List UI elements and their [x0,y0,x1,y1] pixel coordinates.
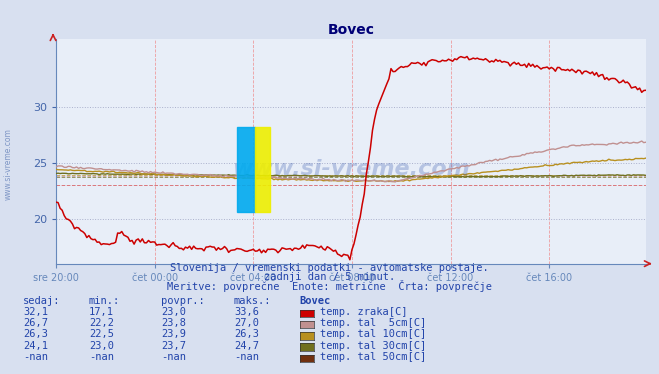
Text: 23,8: 23,8 [161,318,186,328]
Text: -nan: -nan [161,352,186,362]
Text: 24,7: 24,7 [234,341,259,350]
Text: 24,1: 24,1 [23,341,48,350]
Text: temp. tal  5cm[C]: temp. tal 5cm[C] [320,318,426,328]
Text: 23,9: 23,9 [161,329,186,339]
Text: -nan: -nan [89,352,114,362]
Text: 23,0: 23,0 [161,307,186,317]
Text: 26,7: 26,7 [23,318,48,328]
Text: zadnji dan / 5 minut.: zadnji dan / 5 minut. [264,273,395,282]
Text: 23,0: 23,0 [89,341,114,350]
Text: min.:: min.: [89,296,120,306]
Text: 22,5: 22,5 [89,329,114,339]
Text: povpr.:: povpr.: [161,296,205,306]
Text: temp. zraka[C]: temp. zraka[C] [320,307,407,317]
Text: sedaj:: sedaj: [23,296,61,306]
Text: www.si-vreme.com: www.si-vreme.com [3,129,13,200]
Text: 33,6: 33,6 [234,307,259,317]
Text: maks.:: maks.: [234,296,272,306]
Text: temp. tal 10cm[C]: temp. tal 10cm[C] [320,329,426,339]
Text: 32,1: 32,1 [23,307,48,317]
Text: Bovec: Bovec [300,296,331,306]
Text: 26,3: 26,3 [234,329,259,339]
Title: Bovec: Bovec [328,23,374,37]
Text: -nan: -nan [23,352,48,362]
Text: 23,7: 23,7 [161,341,186,350]
Text: -nan: -nan [234,352,259,362]
Text: 26,3: 26,3 [23,329,48,339]
Text: www.si-vreme.com: www.si-vreme.com [232,159,470,180]
Text: 27,0: 27,0 [234,318,259,328]
Text: temp. tal 30cm[C]: temp. tal 30cm[C] [320,341,426,350]
Text: temp. tal 50cm[C]: temp. tal 50cm[C] [320,352,426,362]
Text: Meritve: povprečne  Enote: metrične  Črta: povprečje: Meritve: povprečne Enote: metrične Črta:… [167,280,492,292]
Bar [237,127,255,212]
Text: 22,2: 22,2 [89,318,114,328]
Text: 17,1: 17,1 [89,307,114,317]
Bar [255,127,270,212]
Text: Slovenija / vremenski podatki - avtomatske postaje.: Slovenija / vremenski podatki - avtomats… [170,263,489,273]
